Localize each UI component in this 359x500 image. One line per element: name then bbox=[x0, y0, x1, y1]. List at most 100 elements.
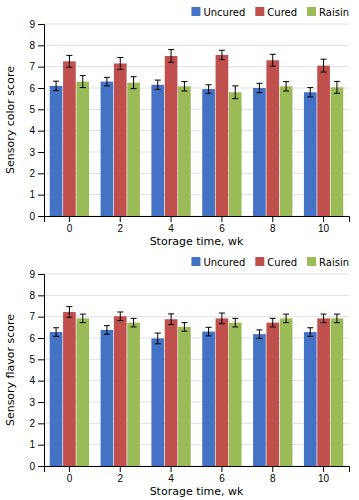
bar bbox=[229, 323, 242, 466]
tick: 6 bbox=[219, 216, 225, 234]
error-bar bbox=[270, 318, 276, 327]
tick-label: 5 bbox=[29, 104, 35, 115]
axis-line bbox=[45, 217, 350, 223]
bar bbox=[76, 82, 89, 216]
bar bbox=[101, 330, 114, 466]
tick: 9 bbox=[29, 269, 44, 280]
tick: 4 bbox=[29, 125, 44, 136]
tick-mark bbox=[38, 423, 44, 424]
tick-mark bbox=[38, 274, 44, 275]
bar bbox=[317, 318, 330, 466]
bar-series bbox=[63, 50, 330, 216]
error-bar bbox=[155, 80, 161, 89]
bar bbox=[253, 88, 266, 216]
tick-mark bbox=[38, 359, 44, 360]
legend-label: Cured bbox=[267, 7, 297, 18]
legend-swatch bbox=[307, 7, 316, 16]
grid-line bbox=[44, 444, 349, 445]
tick-label: 1 bbox=[29, 439, 35, 450]
tick: 10 bbox=[318, 216, 330, 234]
figure: 02468100123456789Storage time, wkSensory… bbox=[0, 0, 359, 500]
tick: 8 bbox=[29, 40, 44, 51]
tick-label: 5 bbox=[29, 354, 35, 365]
bar bbox=[114, 316, 127, 466]
tick-mark bbox=[38, 216, 44, 217]
error-bar bbox=[283, 314, 289, 323]
error-bar bbox=[219, 313, 225, 324]
tick: 4 bbox=[168, 216, 174, 234]
bar bbox=[202, 89, 215, 216]
tick-mark bbox=[221, 466, 222, 472]
error-bar bbox=[53, 81, 59, 90]
bar bbox=[165, 319, 178, 466]
legend-swatch bbox=[191, 7, 200, 16]
grid-line bbox=[44, 194, 349, 195]
grid-line bbox=[44, 295, 349, 296]
bar bbox=[114, 63, 127, 216]
grid-line bbox=[44, 402, 349, 403]
error-bar bbox=[168, 314, 174, 325]
error-bar bbox=[53, 328, 59, 337]
tick-label: 7 bbox=[29, 61, 35, 72]
bar bbox=[216, 318, 229, 466]
bar bbox=[304, 332, 317, 466]
tick: 4 bbox=[168, 466, 174, 484]
error-bar bbox=[131, 318, 137, 327]
grid-line bbox=[44, 380, 349, 381]
bar bbox=[266, 60, 279, 216]
tick-label: 3 bbox=[29, 147, 35, 158]
grid-line bbox=[44, 66, 349, 67]
tick: 2 bbox=[29, 418, 44, 429]
error-bar bbox=[168, 50, 174, 63]
bar-series bbox=[76, 314, 343, 466]
tick: 0 bbox=[67, 466, 73, 484]
tick-mark bbox=[272, 216, 273, 222]
tick-mark bbox=[38, 317, 44, 318]
tick: 3 bbox=[29, 147, 44, 158]
bar bbox=[127, 83, 140, 216]
tick: 7 bbox=[29, 311, 44, 322]
tick-mark bbox=[38, 338, 44, 339]
bar bbox=[216, 55, 229, 216]
y-axis: 0123456789 bbox=[29, 19, 44, 222]
error-bar bbox=[66, 55, 72, 67]
tick-label: 8 bbox=[29, 40, 35, 51]
error-bar bbox=[66, 307, 72, 318]
tick-label: 8 bbox=[270, 223, 276, 234]
legend-label: Cured bbox=[267, 257, 297, 268]
error-bar bbox=[131, 77, 137, 89]
tick-label: 0 bbox=[29, 461, 35, 472]
error-bar bbox=[334, 81, 340, 93]
marks bbox=[50, 307, 344, 466]
tick-mark bbox=[38, 195, 44, 196]
grid-line bbox=[44, 316, 349, 317]
grid-line bbox=[44, 109, 349, 110]
bar bbox=[50, 332, 63, 466]
axis-line bbox=[38, 275, 45, 467]
tick: 4 bbox=[29, 375, 44, 386]
error-bar bbox=[232, 318, 238, 327]
bar bbox=[253, 334, 266, 466]
tick-label: 10 bbox=[318, 223, 330, 234]
tick: 7 bbox=[29, 61, 44, 72]
error-bar bbox=[232, 86, 238, 99]
legend-swatch bbox=[307, 257, 316, 266]
tick-label: 0 bbox=[29, 211, 35, 222]
tick-label: 2 bbox=[117, 223, 123, 234]
error-bar bbox=[104, 77, 110, 86]
grid-line bbox=[44, 423, 349, 424]
tick-mark bbox=[38, 381, 44, 382]
tick-mark bbox=[221, 216, 222, 222]
error-bar bbox=[117, 57, 123, 69]
bar-series bbox=[63, 307, 330, 466]
tick: 3 bbox=[29, 397, 44, 408]
grid-line bbox=[44, 45, 349, 46]
tick-mark bbox=[38, 88, 44, 89]
y-axis-title: Sensory flavor score bbox=[4, 314, 17, 426]
tick-label: 8 bbox=[270, 473, 276, 484]
error-bar bbox=[206, 85, 212, 94]
error-bar bbox=[80, 76, 86, 88]
bar bbox=[280, 86, 293, 216]
tick: 6 bbox=[29, 333, 44, 344]
error-bar bbox=[256, 83, 262, 92]
